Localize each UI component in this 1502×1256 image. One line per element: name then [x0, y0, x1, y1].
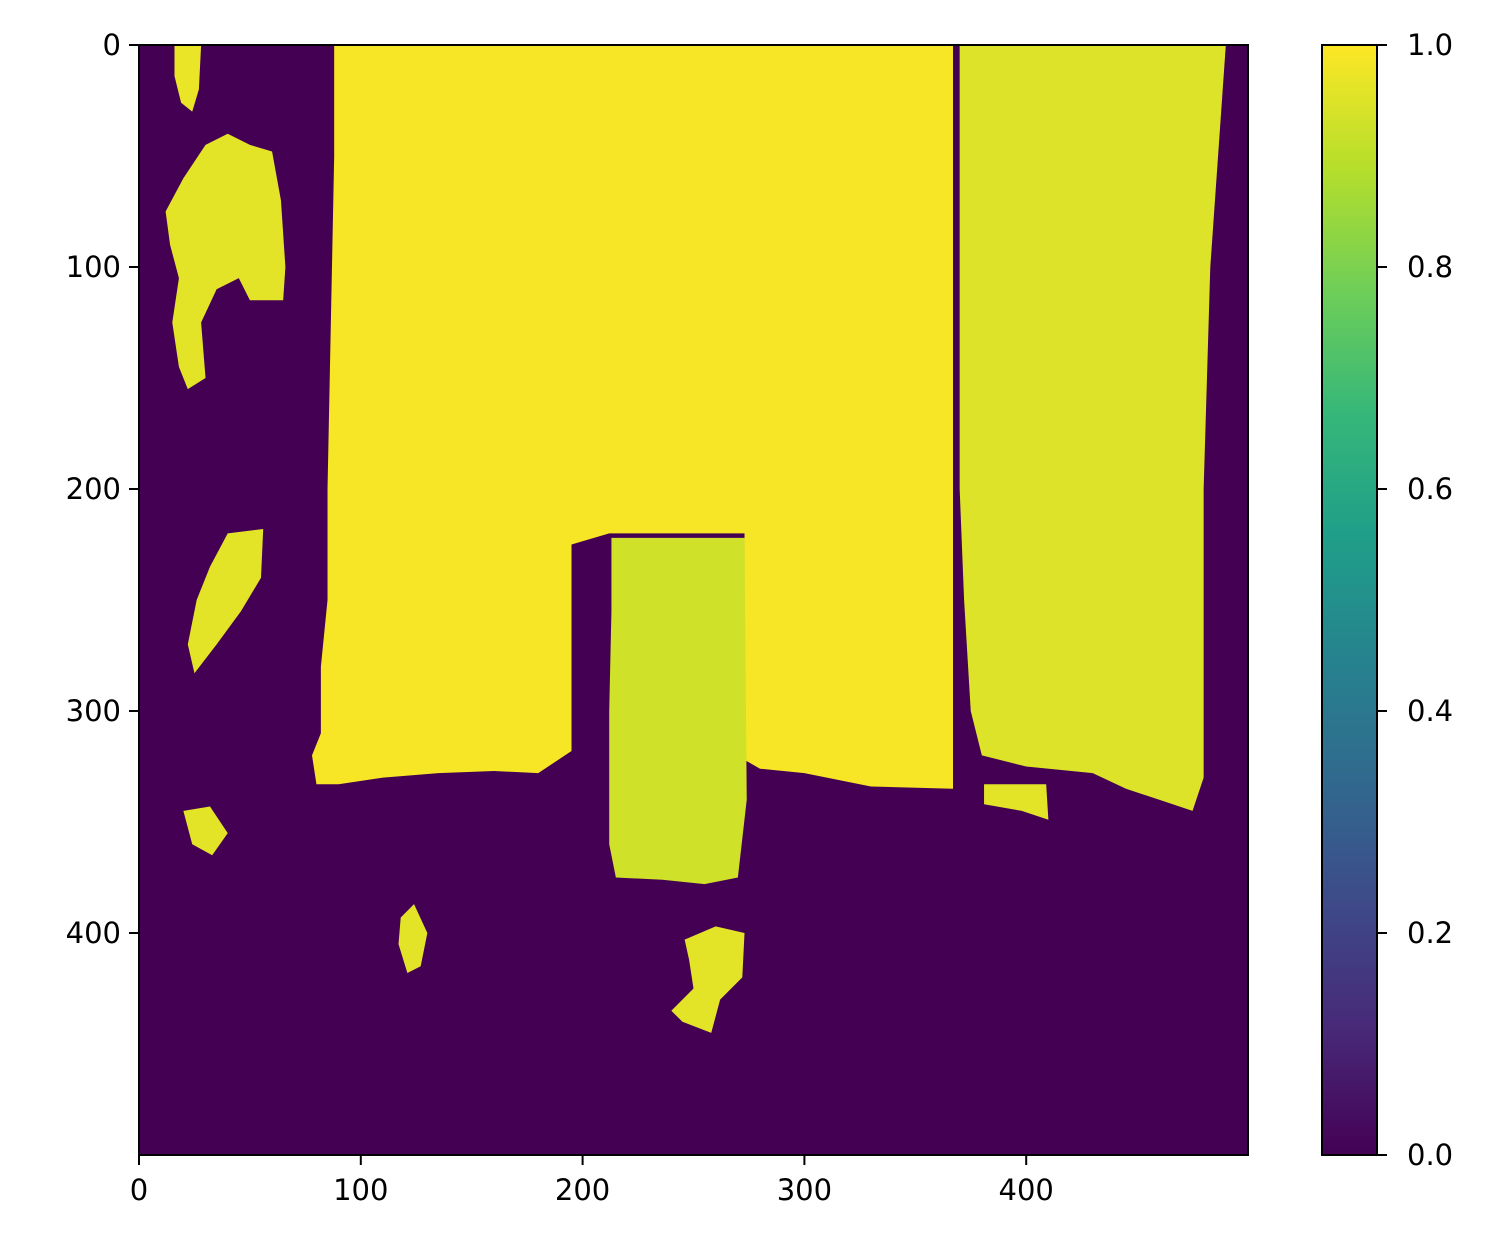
region-speck-top-left [174, 45, 202, 112]
heatmap-regions [165, 45, 1226, 1033]
plot-frame [138, 44, 1249, 1156]
y-tick-label: 400 [66, 916, 121, 950]
region-right-noisy-region [959, 45, 1226, 811]
colorbar-tick-label: 0.0 [1407, 1138, 1453, 1172]
colorbar-ticks: 0.0 0.2 0.4 0.6 0.8 1.0 [1377, 28, 1453, 1172]
x-tick-label: 0 [130, 1173, 148, 1207]
y-tick-label: 300 [66, 694, 121, 728]
region-blob-upper-left [165, 133, 286, 390]
x-tick-label: 200 [555, 1173, 610, 1207]
plot-area [139, 45, 1248, 1155]
region-blob-mid-left [187, 528, 264, 674]
colorbar-tick-label: 0.2 [1407, 916, 1453, 950]
region-blob-bottom-center-left [398, 904, 428, 973]
region-inner-block [609, 537, 747, 885]
region-small-rect [984, 784, 1049, 820]
region-blob-bottom-center [671, 926, 745, 1033]
y-tick-label: 0 [103, 28, 121, 62]
x-tick-label: 400 [999, 1173, 1054, 1207]
y-tick-label: 200 [66, 472, 121, 506]
colorbar-tick-label: 0.4 [1407, 694, 1453, 728]
colorbar: 0.0 0.2 0.4 0.6 0.8 1.0 [1321, 28, 1453, 1172]
colorbar-tick-label: 1.0 [1407, 28, 1453, 62]
y-tick-label: 100 [66, 250, 121, 284]
colorbar-tick-label: 0.8 [1407, 250, 1453, 284]
x-tick-label: 300 [777, 1173, 832, 1207]
x-tick-label: 100 [333, 1173, 388, 1207]
region-blob-left-small [183, 806, 228, 856]
colorbar-frame [1321, 44, 1378, 1156]
x-axis: 0 100 200 300 400 [130, 1155, 1054, 1207]
y-axis: 0 100 200 300 400 [66, 28, 139, 950]
colorbar-gradient [1322, 45, 1377, 1155]
region-large-block [312, 45, 954, 789]
colorbar-tick-label: 0.6 [1407, 472, 1453, 506]
